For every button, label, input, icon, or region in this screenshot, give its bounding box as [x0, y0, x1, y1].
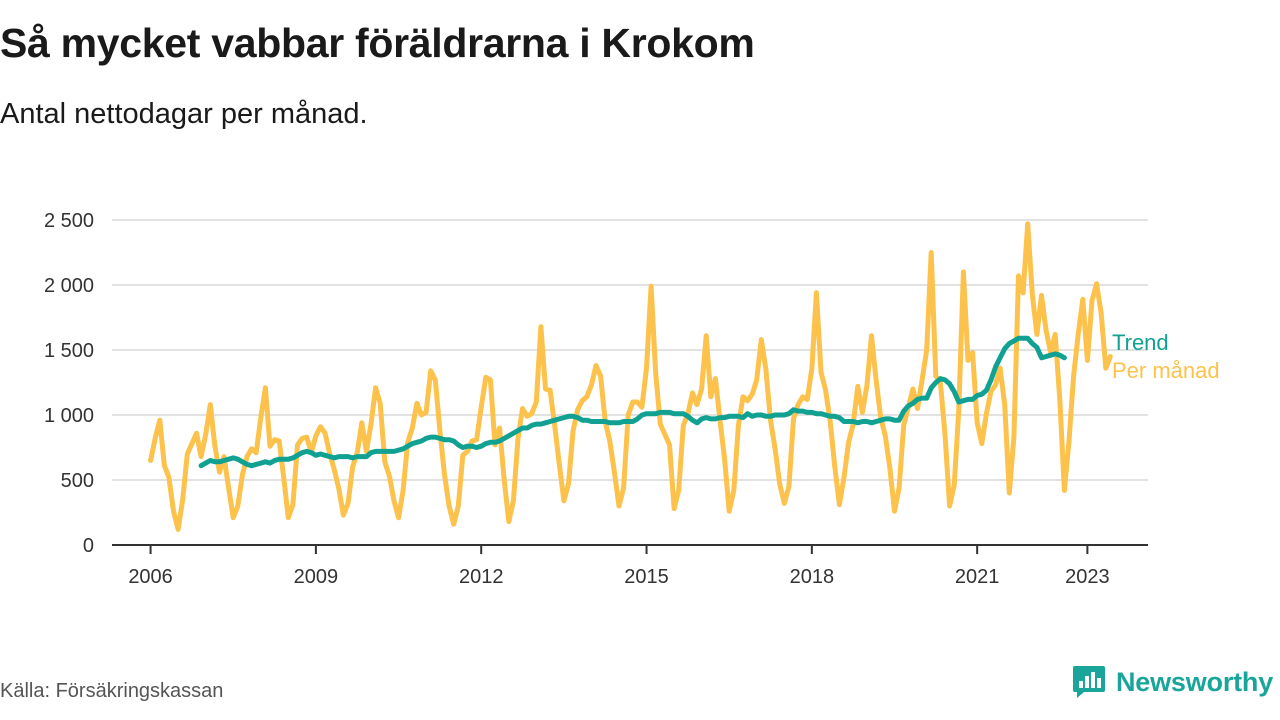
- y-tick-label: 0: [83, 535, 94, 557]
- series-line-trend: [198, 335, 1067, 469]
- x-tick-label: 2021: [955, 566, 1000, 588]
- x-tick-label: 2006: [128, 566, 173, 588]
- y-tick-label: 1 500: [44, 340, 94, 362]
- y-axis-ticks: 0 500 1 000 1 500 2 000 2 500: [44, 210, 94, 557]
- source-note: Källa: Försäkringskassan: [0, 680, 224, 702]
- chart-subtitle: Antal nettodagar per månad.: [0, 98, 368, 130]
- y-tick-label: 500: [61, 470, 94, 492]
- newsworthy-logo-icon: [1073, 666, 1105, 698]
- x-tick-label: 2009: [294, 566, 339, 588]
- x-tick-label: 2023: [1065, 566, 1110, 588]
- x-tick-label: 2015: [624, 566, 669, 588]
- y-tick-label: 2 500: [44, 210, 94, 232]
- x-axis-ticks: 2006 2009 2012 2015 2018 2021 2023: [128, 545, 1110, 588]
- x-tick-label: 2012: [459, 566, 504, 588]
- series-line-per-manad: [148, 221, 1113, 532]
- chart-title: Så mycket vabbar föräldrarna i Krokom: [0, 20, 755, 66]
- y-tick-label: 1 000: [44, 405, 94, 427]
- legend-label-trend: Trend: [1112, 330, 1169, 355]
- brand-name: Newsworthy: [1116, 666, 1274, 697]
- x-tick-label: 2018: [790, 566, 835, 588]
- brand-logo: Newsworthy: [1072, 664, 1273, 700]
- legend-label-per-manad: Per månad: [1112, 358, 1220, 383]
- y-tick-label: 2 000: [44, 275, 94, 297]
- line-chart: 0 500 1 000 1 500 2 000 2 500 2006 2009 2012 201…: [44, 210, 1220, 588]
